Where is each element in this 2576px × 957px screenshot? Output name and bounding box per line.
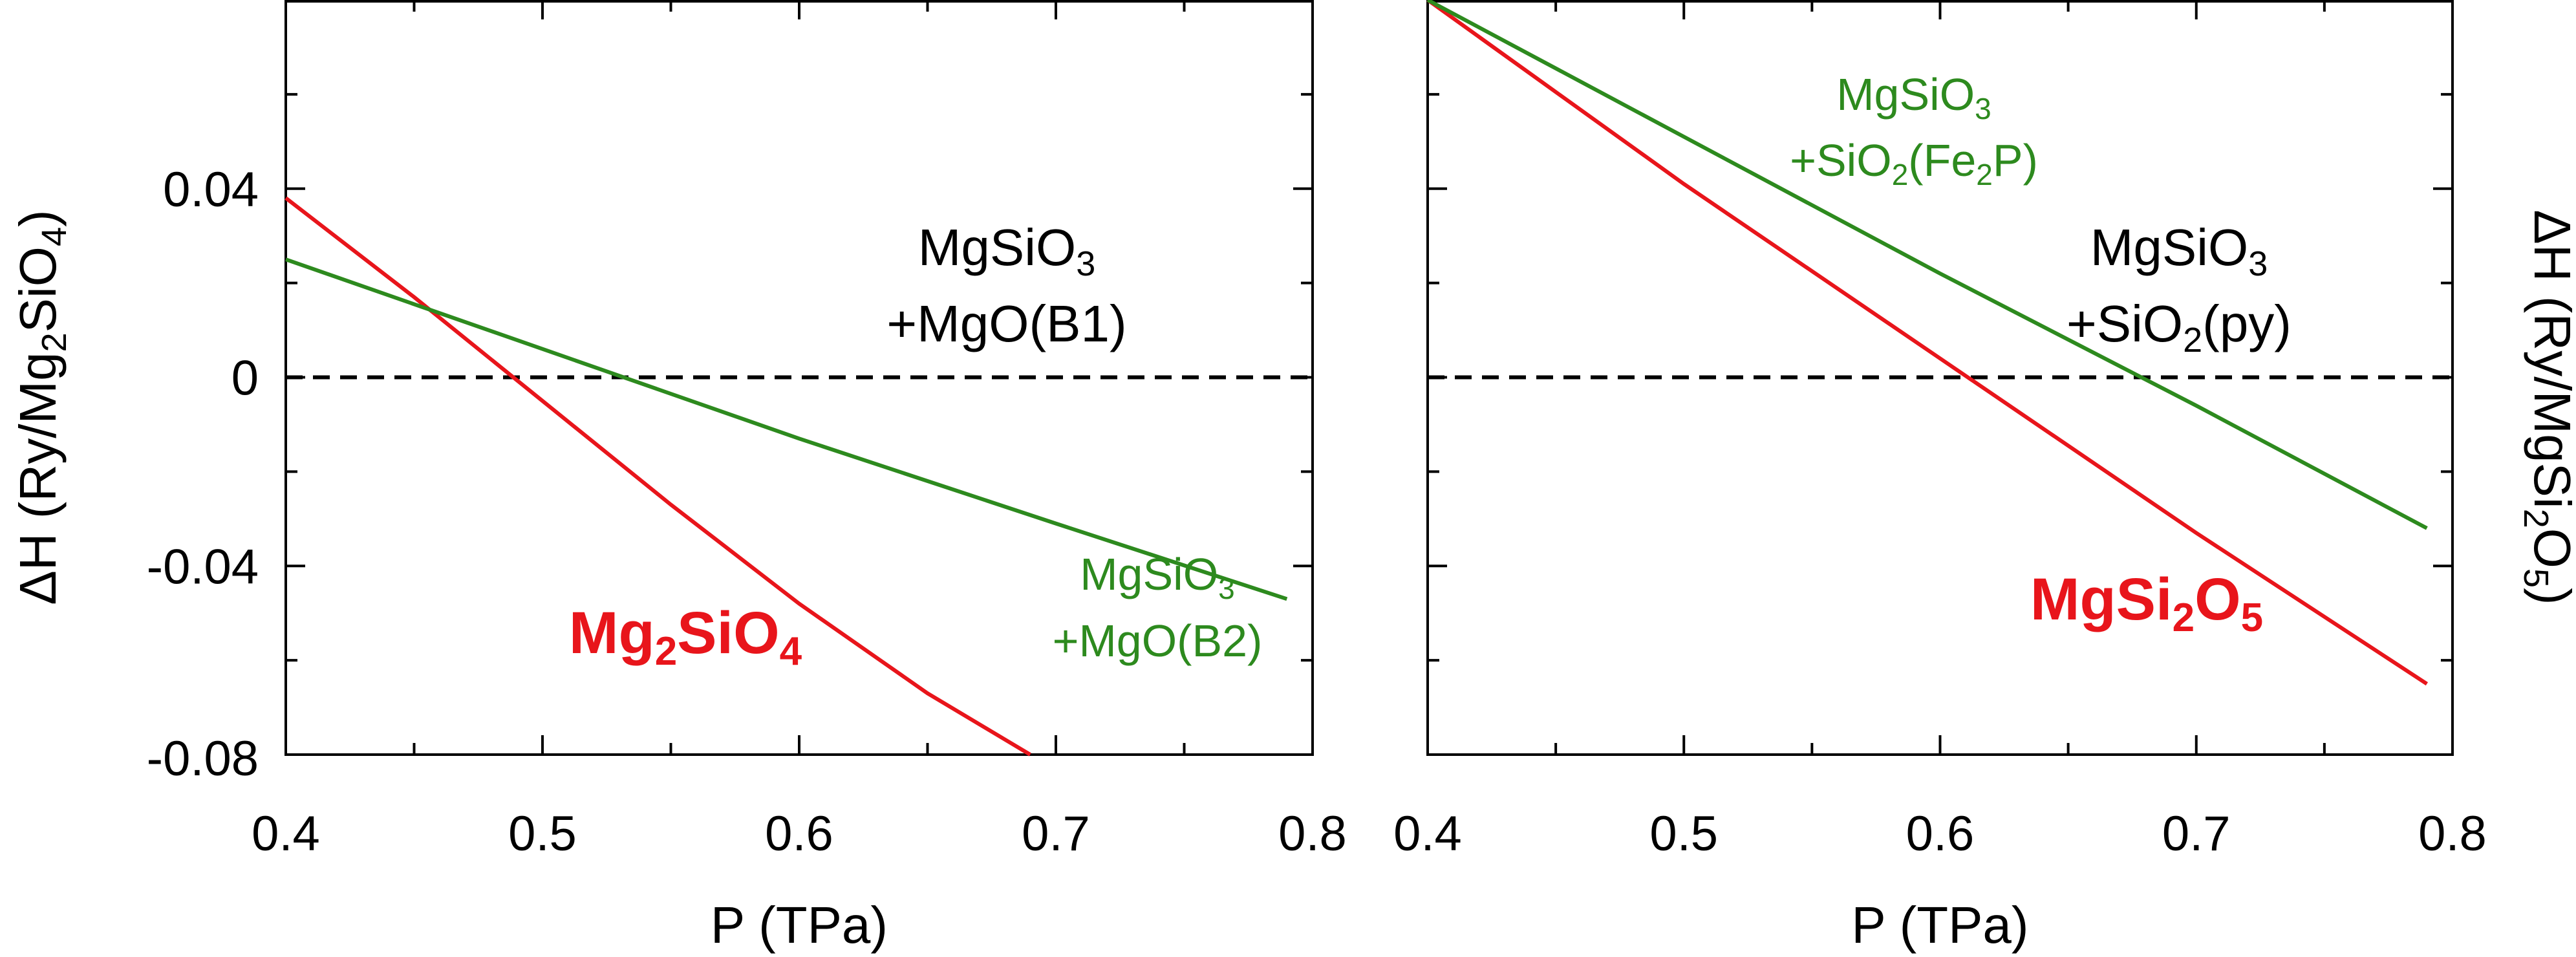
reference-label-line2: +MgO(B1) [886, 295, 1126, 352]
y-tick-label: -0.08 [147, 731, 259, 786]
series-line-MgSiO3+MgO(B2) [285, 257, 1288, 601]
left-panel: 0.4 0.5 0.6 0.7 0.8 0.04 0 -0.04 -0.08 P (TPa) ΔH … [9, 0, 1347, 954]
reference-label-line2: +SiO2(py) [2066, 295, 2292, 360]
x-tick-label: 0.5 [508, 806, 577, 861]
y-tick-label: 0 [231, 351, 259, 406]
series-label-Mg2SiO4: Mg2SiO4 [569, 600, 802, 674]
series-label-line2-MgSiO3+SiO2(Fe2P): +SiO2(Fe2P) [1790, 135, 2038, 191]
reference-label-line1: MgSiO3 [918, 219, 1096, 283]
series-line-MgSiO3+SiO2(Fe2P) [1426, 0, 2428, 530]
right-x-axis-label: P (TPa) [1851, 896, 2028, 954]
x-tick-label: 0.6 [1906, 806, 1975, 861]
right-panel: 0.4 0.5 0.6 0.7 0.8 P (TPa) ΔH (Ry/MgSi2O5) MgS… [1393, 0, 2576, 954]
left-x-axis-label: P (TPa) [711, 896, 888, 954]
left-y-axis-label: ΔH (Ry/Mg2SiO4) [9, 210, 74, 605]
reference-label-line1: MgSiO3 [2090, 219, 2268, 283]
x-tick-label: 0.4 [252, 806, 320, 861]
y-tick-label: 0.04 [163, 162, 259, 217]
x-tick-label: 0.6 [765, 806, 833, 861]
y-tick-label: -0.04 [147, 539, 259, 594]
series-line-MgSi2O5 [1426, 0, 2429, 686]
series-label-MgSi2O5: MgSi2O5 [2030, 566, 2263, 640]
series-line-Mg2SiO4 [284, 196, 1031, 757]
series-label-line2-MgSiO3+MgO(B2): +MgO(B2) [1053, 616, 1263, 666]
x-tick-label: 0.8 [2418, 806, 2487, 861]
x-tick-label: 0.7 [1022, 806, 1090, 861]
x-tick-label: 0.8 [1278, 806, 1347, 861]
x-tick-label: 0.5 [1649, 806, 1718, 861]
right-y-axis-label: ΔH (Ry/MgSi2O5) [2517, 210, 2576, 605]
series-label-line1-MgSiO3+MgO(B2): MgSiO3 [1080, 549, 1235, 605]
series-label-line1-MgSiO3+SiO2(Fe2P): MgSiO3 [1836, 69, 1991, 125]
x-tick-label: 0.7 [2162, 806, 2231, 861]
x-tick-label: 0.4 [1393, 806, 1462, 861]
